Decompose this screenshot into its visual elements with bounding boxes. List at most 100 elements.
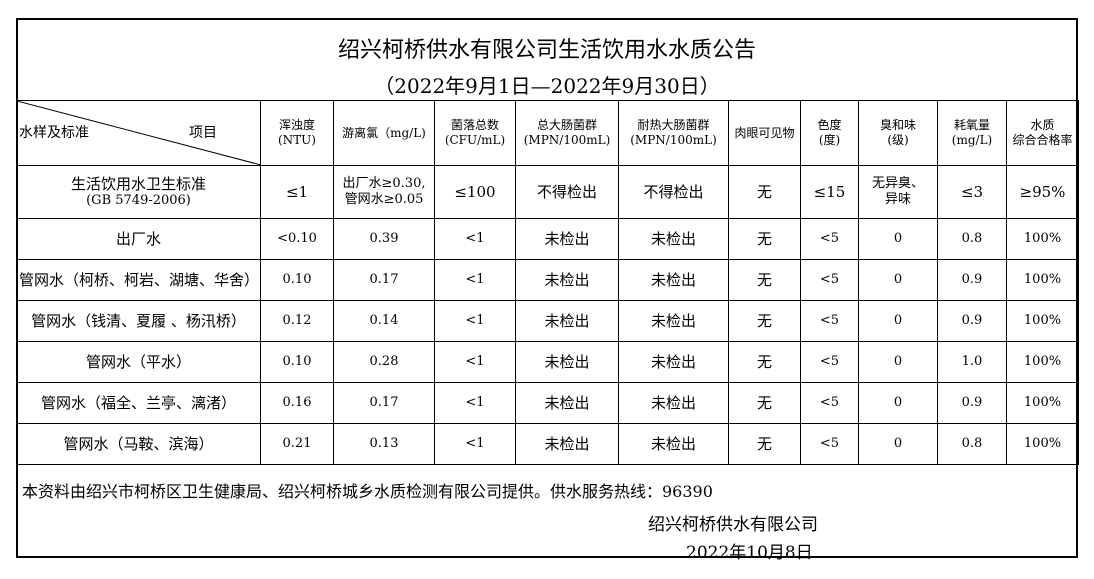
table-cell: 0.14 xyxy=(333,300,435,342)
column-header: 游离氯（mg/L) xyxy=(333,100,435,166)
table-cell: <5 xyxy=(800,423,859,465)
corner-right-label: 项目 xyxy=(189,125,217,141)
table-cell: 未检出 xyxy=(515,382,619,424)
quality-table: 水样及标准 项目 浑浊度 (NTU) 游离氯（mg/L) 菌落总数 (CFU/mL) 总大肠菌… xyxy=(16,100,1079,465)
standard-row: 生活饮用水卫生标准 (GB 5749-2006) ≤1 出厂水≥0.30, 管网水≥0… xyxy=(16,165,1079,219)
table-cell: 未检出 xyxy=(515,341,619,383)
table-cell: 出厂水≥0.30, 管网水≥0.05 xyxy=(333,165,435,219)
table-cell: <1 xyxy=(434,341,516,383)
table-cell: 管网水（平水） xyxy=(16,341,261,383)
notice-period: （2022年9月1日—2022年9月30日） xyxy=(374,74,720,98)
table-cell: 0.9 xyxy=(937,382,1007,424)
table-cell: 0.13 xyxy=(333,423,435,465)
table-cell: <5 xyxy=(800,341,859,383)
column-header: 臭和味 (级) xyxy=(858,100,938,166)
table-cell: 0 xyxy=(858,300,938,342)
corner-cell: 水样及标准 项目 xyxy=(16,100,261,166)
table-cell: ≤15 xyxy=(800,165,859,219)
column-header: 耐热大肠菌群 (MPN/100mL) xyxy=(618,100,729,166)
table-cell: 0.21 xyxy=(260,423,334,465)
column-header-unit: (MPN/100mL) xyxy=(523,133,611,147)
table-cell: 未检出 xyxy=(515,300,619,342)
table-cell: 0.16 xyxy=(260,382,334,424)
table-cell: <1 xyxy=(434,259,516,301)
standard-name: 生活饮用水卫生标准 xyxy=(70,174,206,193)
corner-left-label: 水样及标准 xyxy=(19,125,89,141)
table-cell: 无 xyxy=(728,300,801,342)
table-cell: ≤100 xyxy=(434,165,516,219)
table-cell: 100% xyxy=(1006,382,1079,424)
column-header-title: 肉眼可见物 xyxy=(734,125,795,140)
table-cell: 0.8 xyxy=(937,423,1007,465)
table-cell: 未检出 xyxy=(618,218,729,260)
table-row: 管网水（平水） 0.10 0.28 <1 未检出 未检出无 <5 0 1.0 100% xyxy=(16,341,1079,383)
table-cell: 0 xyxy=(858,259,938,301)
column-header-unit: 综合合格率 xyxy=(1012,133,1073,147)
column-header: 总大肠菌群 (MPN/100mL) xyxy=(515,100,619,166)
table-cell: 出厂水 xyxy=(16,218,261,260)
table-cell: 0.10 xyxy=(260,341,334,383)
table-cell: 无 xyxy=(728,423,801,465)
table-cell: <1 xyxy=(434,423,516,465)
table-cell: 0 xyxy=(858,382,938,424)
table-cell: 0.17 xyxy=(333,382,435,424)
table-row: 管网水（柯桥、柯岩、湖塘、华舍） 0.10 0.17 <1 未检出 未检出无 <5 0 0.9 1… xyxy=(16,259,1079,301)
table-cell: 0.17 xyxy=(333,259,435,301)
column-header-title: 耗氧量 xyxy=(953,118,990,132)
column-header-unit: (mg/L) xyxy=(951,133,993,147)
column-header-title: 游离氯（mg/L) xyxy=(342,125,426,140)
table-cell: 未检出 xyxy=(515,218,619,260)
table-cell: 0.39 xyxy=(333,218,435,260)
table-cell: 未检出 xyxy=(618,423,729,465)
column-header-title: 耐热大肠菌群 xyxy=(637,118,710,132)
table-cell: 100% xyxy=(1006,259,1079,301)
column-header-title: 浑浊度 xyxy=(278,118,315,132)
column-header-unit: (NTU) xyxy=(278,133,316,147)
table-cell: 未检出 xyxy=(515,259,619,301)
table-row: 管网水（福全、兰亭、漓渚） 0.16 0.17 <1 未检出 未检出无 <5 0 0.9 100% xyxy=(16,382,1079,424)
notice-date: 2022年10月8日 xyxy=(686,543,813,563)
table-cell: 不得检出 xyxy=(515,165,619,219)
table-row: 出厂水 <0.10 0.39 <1 未检出 未检出无 <5 0 0.8 100% xyxy=(16,218,1079,260)
table-cell: 无 xyxy=(728,341,801,383)
table-cell: 无异臭、 异味 xyxy=(858,165,938,219)
column-header: 浑浊度 (NTU) xyxy=(260,100,334,166)
table-cell: <0.10 xyxy=(260,218,334,260)
table-cell: 无 xyxy=(728,382,801,424)
table-cell: ≥95% xyxy=(1006,165,1079,219)
table-cell: 无 xyxy=(728,218,801,260)
column-header-unit: (CFU/mL) xyxy=(444,133,506,147)
company-signature: 绍兴柯桥供水有限公司 xyxy=(648,515,818,535)
table-cell: 100% xyxy=(1006,423,1079,465)
column-header-title: 臭和味 xyxy=(879,118,916,132)
table-cell: 未检出 xyxy=(618,341,729,383)
standard-code: (GB 5749-2006) xyxy=(86,193,191,209)
table-cell: 管网水（柯桥、柯岩、湖塘、华舍） xyxy=(16,259,261,301)
table-cell: <1 xyxy=(434,382,516,424)
column-header: 肉眼可见物 xyxy=(728,100,801,166)
water-quality-notice: 绍兴柯桥供水有限公司生活饮用水水质公告 （2022年9月1日—2022年9月30… xyxy=(16,18,1079,563)
table-cell: 0.9 xyxy=(937,300,1007,342)
table-cell: 未检出 xyxy=(618,382,729,424)
table-cell: 0 xyxy=(858,341,938,383)
standard-name-cell: 生活饮用水卫生标准 (GB 5749-2006) xyxy=(16,165,261,219)
source-note: 本资料由绍兴市柯桥区卫生健康局、绍兴柯桥城乡水质检测有限公司提供。供水服务热线：… xyxy=(22,482,713,501)
table-cell: 100% xyxy=(1006,341,1079,383)
column-header-unit: (MPN/100mL) xyxy=(630,133,717,147)
table-cell: <1 xyxy=(434,218,516,260)
notice-title: 绍兴柯桥供水有限公司生活饮用水水质公告 xyxy=(337,38,756,63)
column-header: 色度 (度) xyxy=(800,100,859,166)
table-row: 管网水（马鞍、滨海） 0.21 0.13 <1 未检出 未检出无 <5 0 0.8 100% xyxy=(16,423,1079,465)
table-cell: 0.10 xyxy=(260,259,334,301)
table-cell: <5 xyxy=(800,382,859,424)
column-header-title: 菌落总数 xyxy=(450,118,499,132)
table-cell: 0.28 xyxy=(333,341,435,383)
table-cell: <5 xyxy=(800,259,859,301)
table-cell: <1 xyxy=(434,300,516,342)
column-header: 水质 综合合格率 xyxy=(1006,100,1079,166)
column-header-title: 色度 xyxy=(817,118,842,132)
table-cell: 0.9 xyxy=(937,259,1007,301)
column-header-title: 水质 xyxy=(1030,118,1055,132)
table-cell: 0 xyxy=(858,218,938,260)
table-cell: 不得检出 xyxy=(618,165,729,219)
